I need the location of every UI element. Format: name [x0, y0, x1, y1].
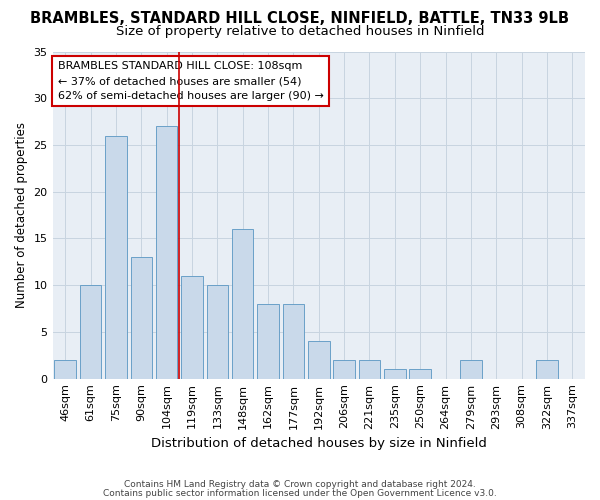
Bar [334, 360, 355, 378]
Text: Size of property relative to detached houses in Ninfield: Size of property relative to detached ho… [116, 24, 484, 38]
Bar [359, 360, 380, 378]
Y-axis label: Number of detached properties: Number of detached properties [15, 122, 28, 308]
Bar [105, 136, 127, 378]
Bar [131, 257, 152, 378]
Bar [232, 229, 253, 378]
Bar [536, 360, 558, 378]
Text: BRAMBLES STANDARD HILL CLOSE: 108sqm
← 37% of detached houses are smaller (54)
6: BRAMBLES STANDARD HILL CLOSE: 108sqm ← 3… [58, 62, 324, 101]
Bar [80, 285, 101, 378]
Text: Contains public sector information licensed under the Open Government Licence v3: Contains public sector information licen… [103, 488, 497, 498]
Bar [283, 304, 304, 378]
Bar [181, 276, 203, 378]
Bar [156, 126, 178, 378]
Bar [206, 285, 228, 378]
Bar [308, 342, 329, 378]
Bar [409, 370, 431, 378]
Text: Contains HM Land Registry data © Crown copyright and database right 2024.: Contains HM Land Registry data © Crown c… [124, 480, 476, 489]
Bar [257, 304, 279, 378]
Bar [55, 360, 76, 378]
Text: BRAMBLES, STANDARD HILL CLOSE, NINFIELD, BATTLE, TN33 9LB: BRAMBLES, STANDARD HILL CLOSE, NINFIELD,… [31, 11, 569, 26]
Bar [460, 360, 482, 378]
X-axis label: Distribution of detached houses by size in Ninfield: Distribution of detached houses by size … [151, 437, 487, 450]
Bar [384, 370, 406, 378]
